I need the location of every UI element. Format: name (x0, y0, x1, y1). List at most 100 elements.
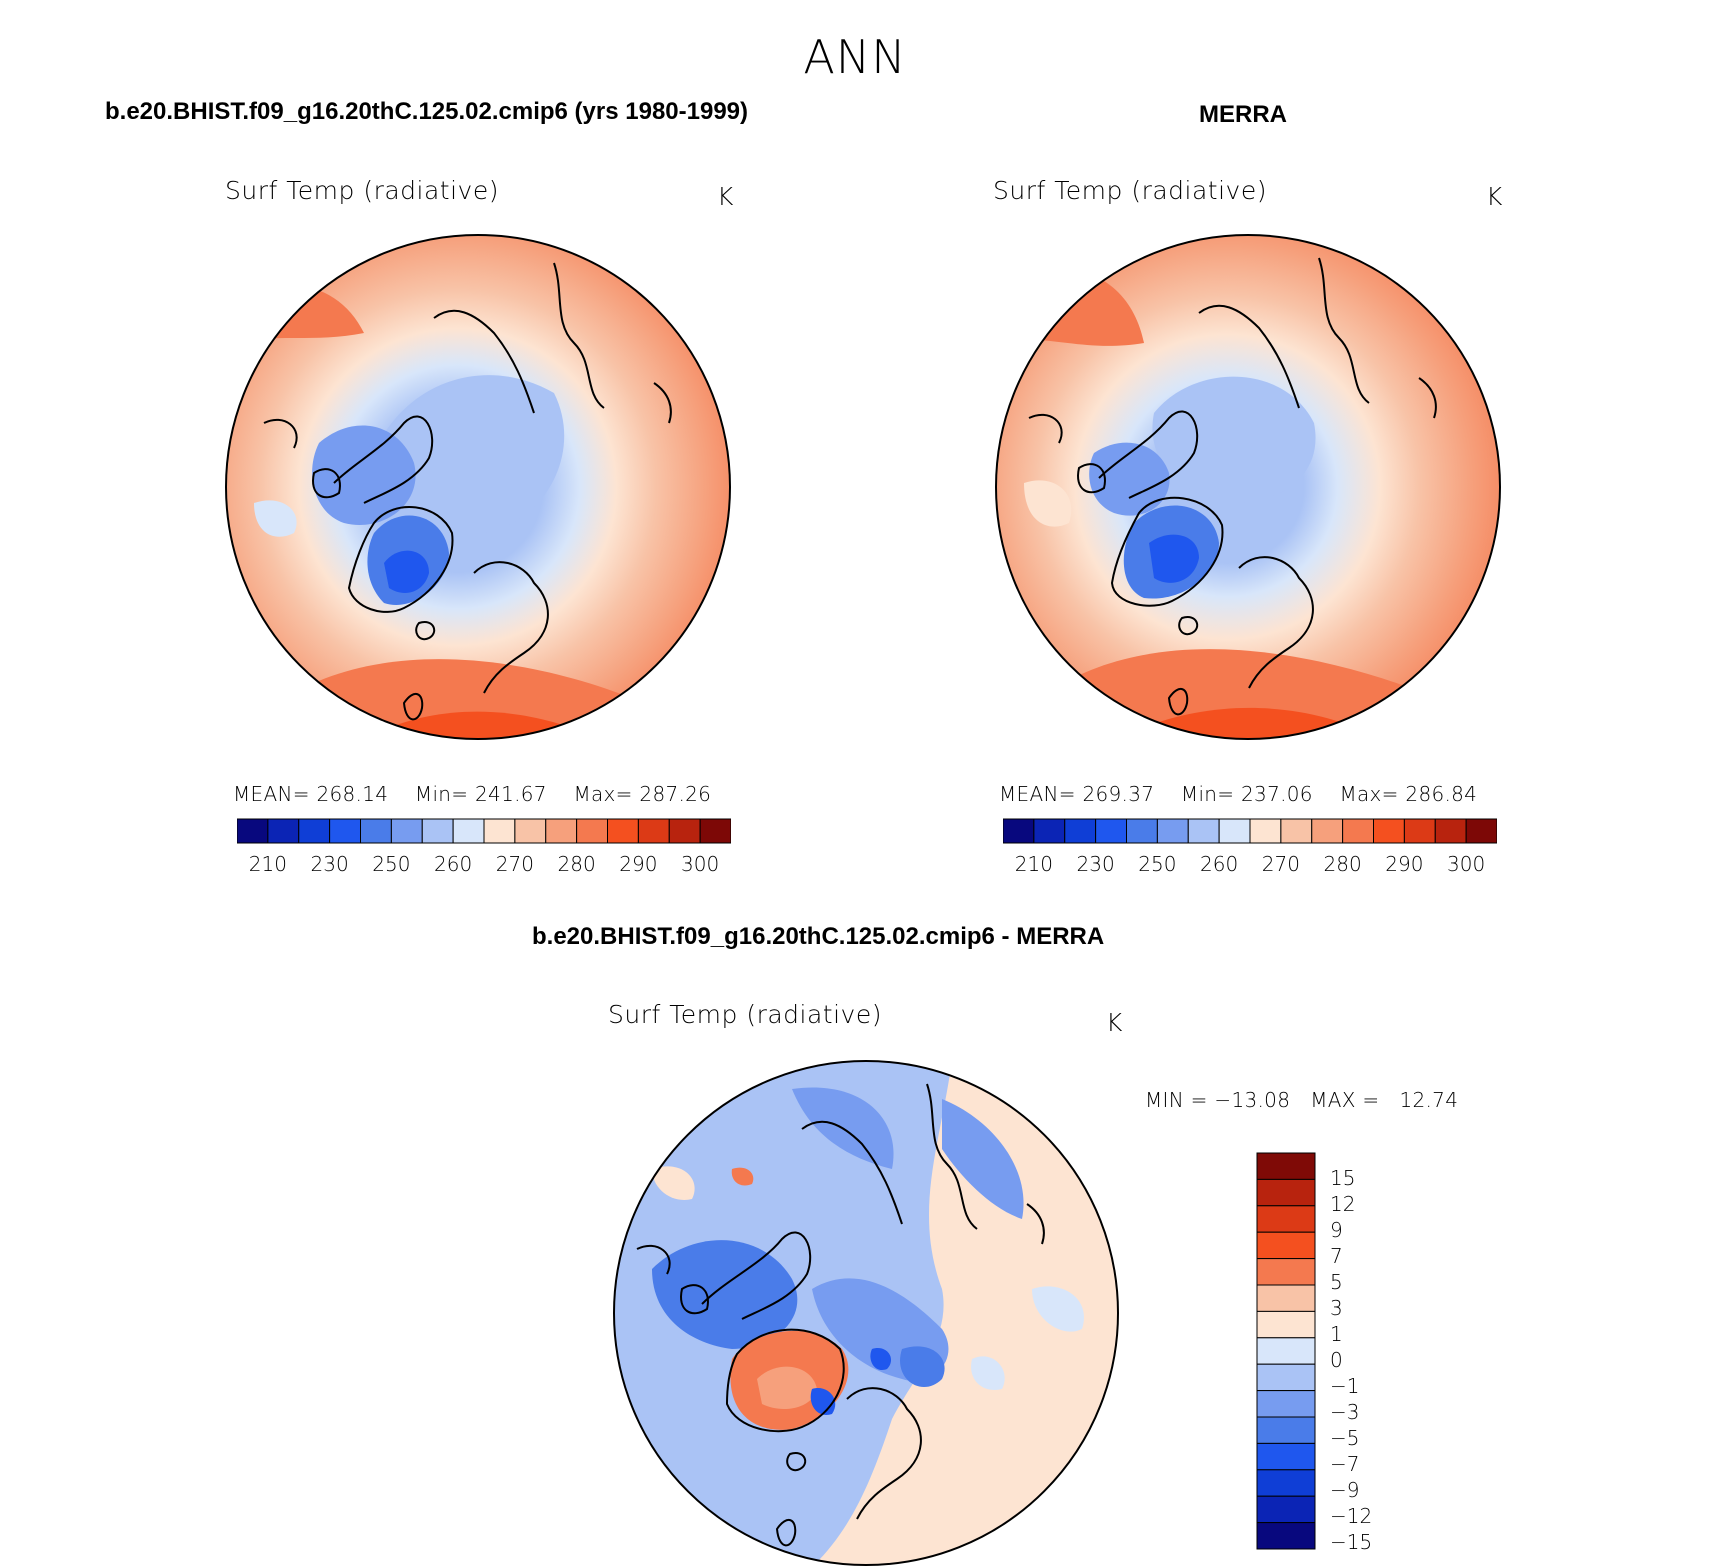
diff-tick-label: 0 (1330, 1348, 1343, 1372)
diff-tick-label: 15 (1330, 1166, 1356, 1190)
obs-colorbar (1003, 818, 1497, 844)
colorbar-swatch (421, 818, 454, 844)
colorbar-swatch (1256, 1495, 1316, 1524)
colorbar-swatch (1434, 818, 1467, 844)
colorbar-swatch (267, 818, 300, 844)
diff-tick-label: −12 (1330, 1504, 1373, 1528)
diff-tick-label: 9 (1330, 1218, 1343, 1242)
diff-units-label: K (1106, 1008, 1123, 1037)
colorbar-swatch (1280, 818, 1313, 844)
colorbar-swatch (1249, 818, 1282, 844)
model-mean-label: MEAN= (233, 782, 310, 806)
colorbar-swatch (1095, 818, 1128, 844)
colorbar-swatch (576, 818, 609, 844)
obs-tick-label: 270 (1261, 852, 1300, 876)
obs-min-value: 237.06 (1241, 782, 1313, 806)
colorbar-swatch (1403, 818, 1436, 844)
model-variable-title: Surf Temp (radiative) (225, 176, 499, 205)
diff-tick-label: −3 (1330, 1400, 1360, 1424)
colorbar-swatch (1256, 1152, 1316, 1180)
colorbar-swatch (1342, 818, 1375, 844)
model-stats: MEAN= 268.14 Min= 241.67 Max= 287.26 (233, 782, 711, 806)
diff-tick-label: 3 (1330, 1296, 1343, 1320)
model-colorbar-ticks: 210 230 250 260 270 280 290 300 (237, 852, 731, 878)
colorbar-swatch (237, 818, 269, 844)
obs-polar-map (995, 234, 1501, 740)
diff-tick-label: −9 (1330, 1478, 1360, 1502)
colorbar-swatch (452, 818, 485, 844)
colorbar-swatch (1218, 818, 1251, 844)
model-mean-value: 268.14 (316, 782, 389, 806)
obs-mean-label: MEAN= (999, 782, 1076, 806)
page-title: ANN (803, 30, 907, 84)
obs-tick-label: 290 (1385, 852, 1424, 876)
colorbar-swatch (514, 818, 547, 844)
obs-tick-label: 250 (1138, 852, 1177, 876)
obs-case-title: MERRA (1199, 101, 1287, 128)
model-tick-label: 210 (248, 852, 287, 876)
colorbar-swatch (1256, 1469, 1316, 1497)
diff-min-value: −13.08 (1214, 1088, 1291, 1112)
colorbar-swatch (390, 818, 423, 844)
obs-mean-value: 269.37 (1082, 782, 1155, 806)
model-min-value: 241.67 (475, 782, 547, 806)
model-tick-label: 280 (557, 852, 596, 876)
colorbar-swatch (1126, 818, 1158, 844)
colorbar-swatch (1003, 818, 1035, 844)
obs-tick-label: 210 (1014, 852, 1053, 876)
diff-tick-label: 1 (1330, 1322, 1343, 1346)
obs-max-label: Max= (1339, 782, 1399, 806)
colorbar-swatch (1256, 1258, 1316, 1286)
colorbar-swatch (668, 818, 701, 844)
model-tick-label: 300 (681, 852, 720, 876)
diff-tick-label: −1 (1330, 1374, 1360, 1398)
diff-tick-label: −5 (1330, 1426, 1360, 1450)
diff-max-label: MAX = (1310, 1088, 1380, 1112)
obs-max-value: 286.84 (1405, 782, 1478, 806)
colorbar-swatch (1373, 818, 1405, 844)
diff-tick-label: 5 (1330, 1270, 1343, 1294)
model-tick-label: 290 (619, 852, 658, 876)
colorbar-swatch (1156, 818, 1189, 844)
colorbar-swatch (1256, 1522, 1316, 1550)
diff-tick-label: −15 (1330, 1530, 1373, 1554)
diff-case-title: b.e20.BHIST.f09_g16.20thC.125.02.cmip6 -… (532, 923, 1105, 950)
diff-colorbar (1256, 1152, 1316, 1550)
obs-units-label: K (1486, 182, 1503, 211)
colorbar-swatch (360, 818, 392, 844)
diff-tick-label: −7 (1330, 1452, 1360, 1476)
colorbar-swatch (483, 818, 516, 844)
colorbar-swatch (1064, 818, 1097, 844)
diff-tick-label: 7 (1330, 1244, 1343, 1268)
model-colorbar (237, 818, 731, 844)
model-units-label: K (717, 182, 734, 211)
colorbar-swatch (637, 818, 670, 844)
colorbar-swatch (1256, 1205, 1316, 1233)
colorbar-swatch (699, 818, 731, 844)
colorbar-swatch (607, 818, 639, 844)
diff-tick-label: 12 (1330, 1192, 1356, 1216)
colorbar-swatch (545, 818, 578, 844)
diff-min-label: MIN = (1145, 1088, 1208, 1112)
obs-variable-title: Surf Temp (radiative) (993, 176, 1267, 205)
colorbar-swatch (1256, 1337, 1316, 1365)
colorbar-swatch (298, 818, 331, 844)
model-polar-map (225, 234, 731, 740)
diff-polar-map (613, 1060, 1119, 1566)
obs-min-label: Min= (1180, 782, 1235, 806)
obs-tick-label: 280 (1323, 852, 1362, 876)
model-tick-label: 250 (372, 852, 411, 876)
colorbar-swatch (1256, 1231, 1316, 1260)
model-max-value: 287.26 (639, 782, 712, 806)
colorbar-swatch (1187, 818, 1220, 844)
diff-minmax: MIN = −13.08 MAX = 12.74 (1145, 1088, 1458, 1112)
obs-tick-label: 300 (1447, 852, 1486, 876)
colorbar-swatch (1465, 818, 1497, 844)
diff-colorbar-labels: 15 12 9 7 5 3 1 0 −1 −3 −5 −7 −9 −12 −15 (1330, 1152, 1410, 1554)
model-min-label: Min= (414, 782, 469, 806)
diff-max-value: 12.74 (1399, 1088, 1459, 1112)
obs-tick-label: 260 (1200, 852, 1239, 876)
colorbar-swatch (1256, 1416, 1316, 1444)
colorbar-swatch (1256, 1390, 1316, 1418)
colorbar-swatch (1256, 1363, 1316, 1392)
